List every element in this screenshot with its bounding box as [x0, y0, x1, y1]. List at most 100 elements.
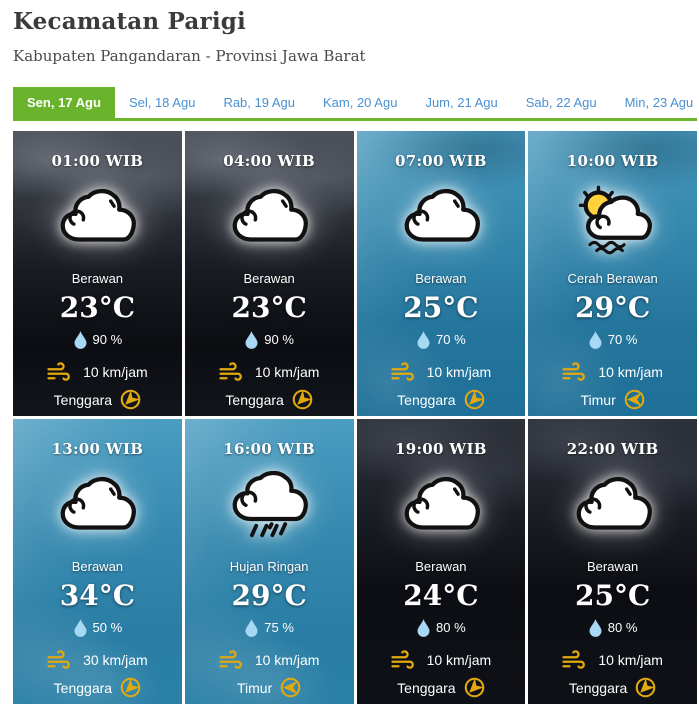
humidity-value: 80 % [436, 620, 466, 635]
wind-speed: 10 km/jam [83, 363, 148, 380]
humidity-row: 90 % [244, 330, 294, 349]
forecast-grid: 01:00 WIB Berawan 23°C 90 % 10 km/jam Te… [13, 131, 697, 704]
forecast-time: 16:00 WIB [223, 440, 315, 458]
forecast-time: 04:00 WIB [223, 152, 315, 170]
humidity-row: 70 % [416, 330, 466, 349]
temperature: 29°C [575, 291, 651, 324]
wind-direction-row: Tenggara [397, 677, 484, 698]
temperature: 34°C [59, 579, 135, 612]
tab-day-jum-21[interactable]: Jum, 21 Agu [425, 95, 498, 110]
cloud-icon [394, 183, 488, 255]
compass-arrow-icon [631, 673, 661, 703]
forecast-time: 10:00 WIB [566, 152, 659, 170]
humidity-row: 75 % [244, 618, 294, 637]
wind-icon [562, 362, 592, 381]
tab-day-rab-19[interactable]: Rab, 19 Agu [223, 95, 295, 110]
humidity-value: 90 % [92, 332, 123, 347]
cloud-icon [50, 471, 144, 543]
compass-arrow-icon [116, 673, 146, 703]
humidity-value: 75 % [264, 620, 294, 635]
wind-row: 10 km/jam [391, 362, 492, 381]
cloud-icon [50, 183, 144, 255]
condition-label: Cerah Berawan [567, 271, 658, 286]
tab-day-sab-22[interactable]: Sab, 22 Agu [525, 95, 597, 110]
tab-day-kam-20[interactable]: Kam, 20 Agu [323, 95, 398, 110]
temperature: 24°C [403, 579, 479, 612]
cloud-icon [394, 471, 488, 543]
temperature: 29°C [231, 579, 307, 612]
wind-row: 10 km/jam [47, 362, 148, 381]
humidity-row: 90 % [73, 330, 123, 349]
condition-label: Berawan [586, 559, 639, 574]
wind-icon [562, 650, 592, 669]
humidity-droplet-icon [244, 618, 259, 637]
wind-direction-label: Tenggara [568, 679, 628, 696]
wind-speed: 10 km/jam [254, 651, 320, 668]
humidity-droplet-icon [416, 330, 431, 349]
wind-icon [391, 362, 421, 381]
tab-day-sel-18[interactable]: Sel, 18 Agu [128, 95, 196, 110]
humidity-droplet-icon [588, 330, 603, 349]
wind-icon [47, 362, 77, 381]
tab-day-min-23[interactable]: Min, 23 Agu [624, 95, 694, 110]
wind-direction-label: Tenggara [397, 679, 456, 696]
tab-day-sen-17[interactable]: Sen, 17 Agu [13, 87, 115, 118]
wind-row: 10 km/jam [562, 362, 663, 381]
temperature: 25°C [575, 579, 651, 612]
wind-row: 30 km/jam [47, 650, 148, 669]
forecast-time: 19:00 WIB [395, 440, 487, 458]
humidity-value: 80 % [607, 620, 638, 635]
humidity-row: 80 % [416, 618, 466, 637]
page-subtitle: Kabupaten Pangandaran - Provinsi Jawa Ba… [13, 47, 366, 65]
humidity-droplet-icon [73, 330, 88, 349]
wind-direction-label: Tenggara [225, 391, 284, 408]
forecast-card-1900: 19:00 WIB Berawan 24°C 80 % 10 km/jam Te… [356, 419, 526, 704]
wind-direction-row: Timur [237, 677, 301, 698]
forecast-card-1300: 13:00 WIB Berawan 34°C 50 % 30 km/jam Te… [13, 419, 182, 704]
forecast-card-0700: 07:00 WIB Berawan 25°C 70 % 10 km/jam Te… [356, 131, 526, 416]
humidity-droplet-icon [588, 618, 603, 637]
humidity-droplet-icon [416, 618, 431, 637]
wind-direction-label: Tenggara [53, 679, 113, 696]
wind-icon [47, 650, 77, 669]
humidity-value: 90 % [264, 332, 294, 347]
humidity-value: 70 % [607, 332, 638, 347]
wind-speed: 10 km/jam [426, 363, 492, 380]
humidity-droplet-icon [244, 330, 259, 349]
forecast-card-0400: 04:00 WIB Berawan 23°C 90 % 10 km/jam Te… [184, 131, 354, 416]
temperature: 23°C [231, 291, 307, 324]
rain-cloud-icon [222, 471, 316, 543]
humidity-value: 50 % [92, 620, 123, 635]
forecast-card-2200: 22:00 WIB Berawan 25°C 80 % 10 km/jam Te… [528, 419, 697, 704]
wind-speed: 30 km/jam [83, 651, 148, 668]
forecast-card-1000: 10:00 WIB Cerah Berawan 29°C 70 % 10 km/… [528, 131, 697, 416]
temperature: 23°C [59, 291, 135, 324]
wind-row: 10 km/jam [219, 650, 320, 669]
wind-speed: 10 km/jam [598, 363, 663, 380]
compass-arrow-icon [459, 385, 489, 415]
wind-row: 10 km/jam [562, 650, 663, 669]
wind-icon [391, 650, 421, 669]
forecast-card-1600: 16:00 WIB Hujan Ringan 29°C 75 % 10 km/j… [184, 419, 354, 704]
humidity-droplet-icon [73, 618, 88, 637]
condition-label: Berawan [243, 271, 295, 286]
humidity-row: 70 % [588, 330, 638, 349]
forecast-time: 07:00 WIB [395, 152, 487, 170]
condition-label: Berawan [71, 559, 124, 574]
compass-arrow-icon [280, 677, 301, 698]
wind-row: 10 km/jam [391, 650, 492, 669]
wind-direction-label: Timur [236, 679, 273, 696]
cloud-icon [222, 183, 316, 255]
humidity-row: 80 % [588, 618, 638, 637]
wind-icon [219, 362, 249, 381]
forecast-time: 13:00 WIB [51, 440, 144, 458]
wind-direction-row: Tenggara [569, 677, 656, 698]
humidity-value: 70 % [436, 332, 466, 347]
wind-icon [219, 650, 249, 669]
wind-speed: 10 km/jam [426, 651, 492, 668]
compass-arrow-icon [624, 389, 645, 410]
wind-row: 10 km/jam [219, 362, 319, 381]
condition-label: Hujan Ringan [229, 559, 309, 574]
forecast-time: 22:00 WIB [566, 440, 659, 458]
